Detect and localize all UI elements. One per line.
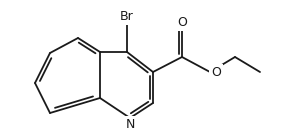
- Text: O: O: [211, 66, 221, 79]
- Text: N: N: [125, 117, 135, 131]
- Text: O: O: [177, 17, 187, 30]
- Text: Br: Br: [120, 10, 134, 23]
